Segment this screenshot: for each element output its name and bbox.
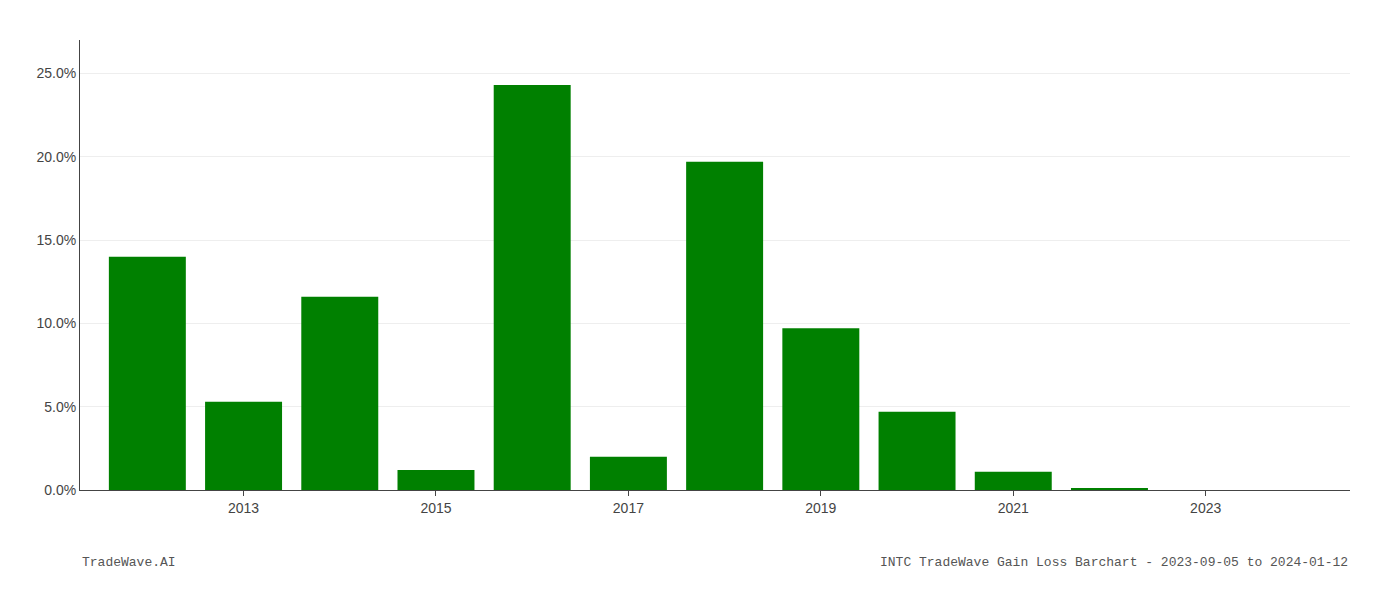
svg-text:INTC TradeWave Gain Loss Barch: INTC TradeWave Gain Loss Barchart - 2023… xyxy=(880,555,1348,570)
svg-text:15.0%: 15.0% xyxy=(36,232,76,248)
svg-text:10.0%: 10.0% xyxy=(36,315,76,331)
svg-text:5.0%: 5.0% xyxy=(44,399,76,415)
svg-text:2015: 2015 xyxy=(420,500,451,516)
svg-text:25.0%: 25.0% xyxy=(36,65,76,81)
svg-text:2017: 2017 xyxy=(613,500,644,516)
svg-text:TradeWave.AI: TradeWave.AI xyxy=(82,555,176,570)
svg-text:2021: 2021 xyxy=(998,500,1029,516)
svg-text:2013: 2013 xyxy=(228,500,259,516)
svg-text:2019: 2019 xyxy=(805,500,836,516)
svg-text:20.0%: 20.0% xyxy=(36,149,76,165)
svg-text:2023: 2023 xyxy=(1190,500,1221,516)
svg-text:0.0%: 0.0% xyxy=(44,482,76,498)
